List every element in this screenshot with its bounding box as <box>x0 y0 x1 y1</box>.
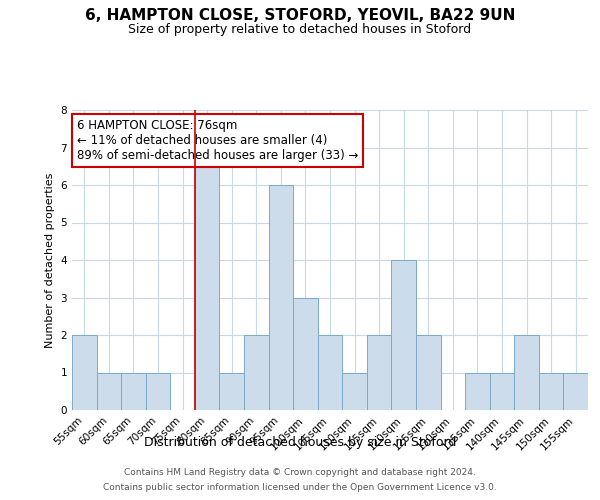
Bar <box>490 372 514 410</box>
Text: Distribution of detached houses by size in Stoford: Distribution of detached houses by size … <box>144 436 456 449</box>
Bar <box>220 372 244 410</box>
Bar <box>465 372 490 410</box>
Text: 6, HAMPTON CLOSE, STOFORD, YEOVIL, BA22 9UN: 6, HAMPTON CLOSE, STOFORD, YEOVIL, BA22 … <box>85 8 515 22</box>
Bar <box>97 372 121 410</box>
Bar <box>121 372 146 410</box>
Bar <box>539 372 563 410</box>
Text: Contains public sector information licensed under the Open Government Licence v3: Contains public sector information licen… <box>103 483 497 492</box>
Bar <box>72 335 97 410</box>
Bar <box>342 372 367 410</box>
Bar <box>391 260 416 410</box>
Bar <box>514 335 539 410</box>
Bar <box>563 372 588 410</box>
Bar <box>367 335 391 410</box>
Bar <box>416 335 440 410</box>
Bar <box>146 372 170 410</box>
Text: Size of property relative to detached houses in Stoford: Size of property relative to detached ho… <box>128 22 472 36</box>
Bar <box>195 148 220 410</box>
Y-axis label: Number of detached properties: Number of detached properties <box>45 172 55 348</box>
Bar <box>244 335 269 410</box>
Bar <box>318 335 342 410</box>
Bar <box>269 185 293 410</box>
Bar <box>293 298 318 410</box>
Text: Contains HM Land Registry data © Crown copyright and database right 2024.: Contains HM Land Registry data © Crown c… <box>124 468 476 477</box>
Text: 6 HAMPTON CLOSE: 76sqm
← 11% of detached houses are smaller (4)
89% of semi-deta: 6 HAMPTON CLOSE: 76sqm ← 11% of detached… <box>77 119 359 162</box>
